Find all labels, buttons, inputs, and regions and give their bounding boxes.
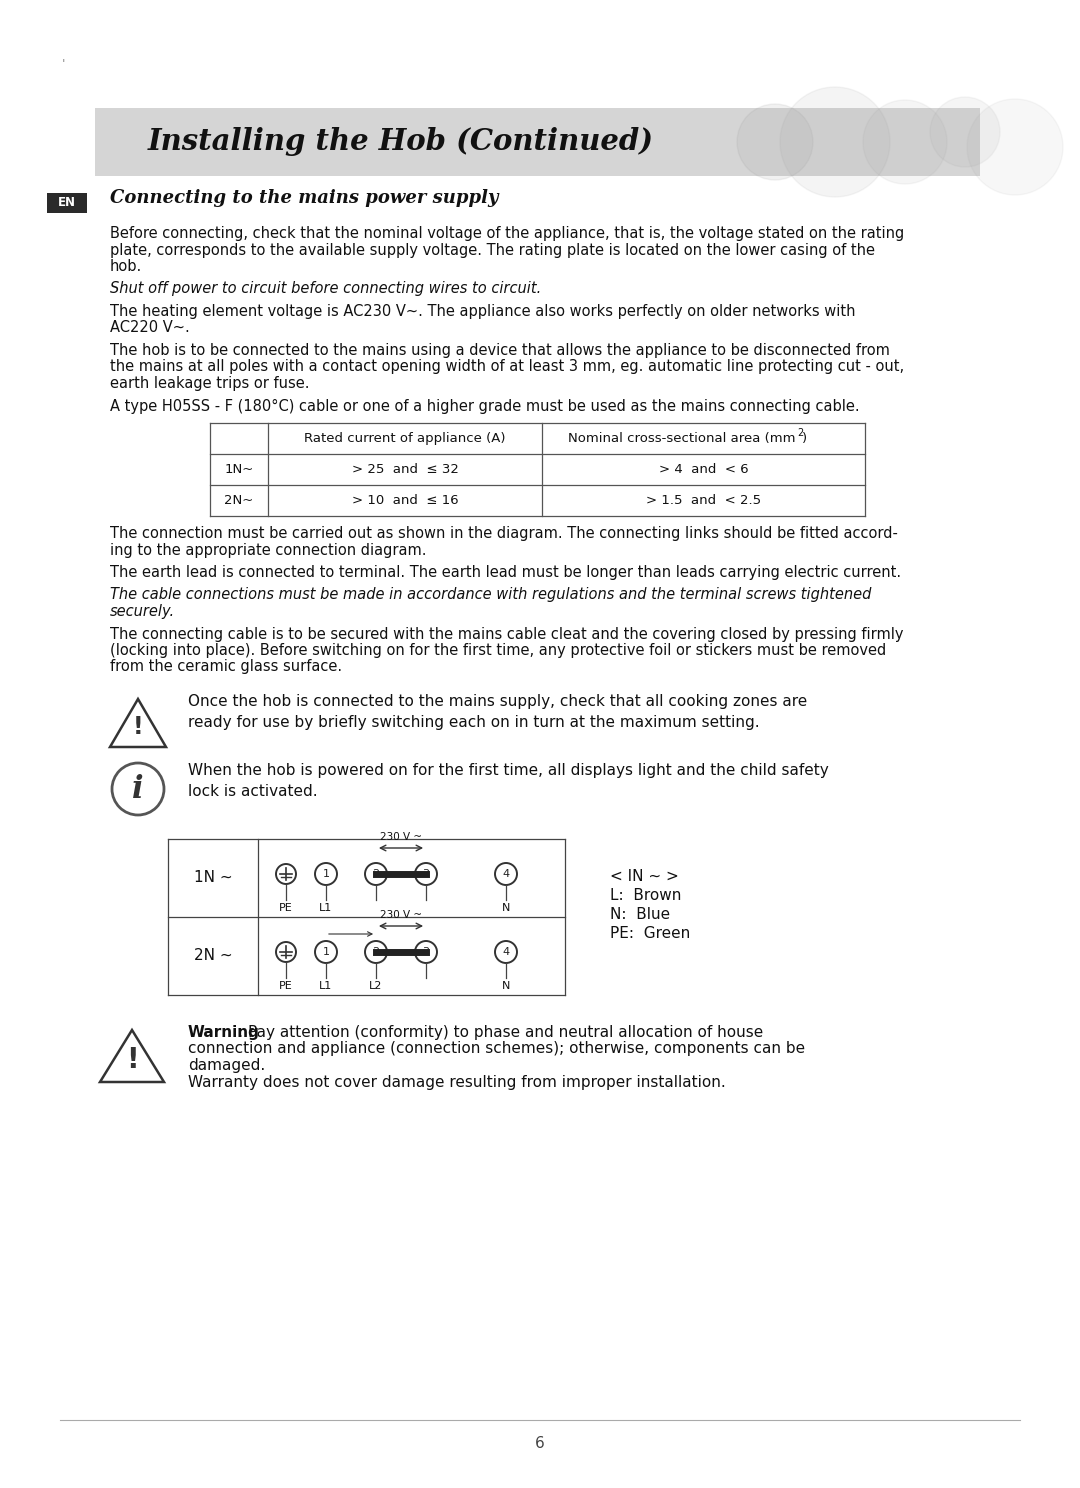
Text: 2N ~: 2N ~ xyxy=(193,948,232,964)
Text: > 4  and  < 6: > 4 and < 6 xyxy=(659,463,748,476)
Text: !: ! xyxy=(125,1046,138,1074)
Circle shape xyxy=(737,104,813,180)
Text: (locking into place). Before switching on for the first time, any protective foi: (locking into place). Before switching o… xyxy=(110,643,887,658)
FancyBboxPatch shape xyxy=(95,109,980,176)
Text: The heating element voltage is AC230 V~. The appliance also works perfectly on o: The heating element voltage is AC230 V~.… xyxy=(110,304,855,318)
Text: Shut off power to circuit before connecting wires to circuit.: Shut off power to circuit before connect… xyxy=(110,281,541,296)
Text: > 10  and  ≤ 16: > 10 and ≤ 16 xyxy=(352,494,458,507)
FancyBboxPatch shape xyxy=(48,193,87,213)
Text: 230 V ~: 230 V ~ xyxy=(380,911,422,920)
Text: i: i xyxy=(132,774,144,805)
Text: The hob is to be connected to the mains using a device that allows the appliance: The hob is to be connected to the mains … xyxy=(110,344,890,359)
Text: 3: 3 xyxy=(422,869,430,879)
Text: L2: L2 xyxy=(369,981,382,991)
Text: Installing the Hob (Continued): Installing the Hob (Continued) xyxy=(148,128,654,156)
Text: Rated current of appliance (A): Rated current of appliance (A) xyxy=(305,432,505,445)
Text: 4: 4 xyxy=(502,946,510,957)
Text: Nominal cross-sectional area (mm: Nominal cross-sectional area (mm xyxy=(568,432,795,445)
Text: 2: 2 xyxy=(373,869,379,879)
Text: L1: L1 xyxy=(320,981,333,991)
Text: 6: 6 xyxy=(535,1436,545,1451)
Text: earth leakage trips or fuse.: earth leakage trips or fuse. xyxy=(110,376,310,391)
Circle shape xyxy=(863,100,947,185)
Text: from the ceramic glass surface.: from the ceramic glass surface. xyxy=(110,659,342,674)
Text: 2N~: 2N~ xyxy=(225,494,254,507)
Text: 2: 2 xyxy=(373,946,379,957)
Text: securely.: securely. xyxy=(110,604,175,619)
Text: The connecting cable is to be secured with the mains cable cleat and the coverin: The connecting cable is to be secured wi… xyxy=(110,626,904,641)
Text: N: N xyxy=(502,981,510,991)
Text: PE: PE xyxy=(279,981,293,991)
Text: ': ' xyxy=(62,58,66,71)
Text: 4: 4 xyxy=(502,869,510,879)
Text: hob.: hob. xyxy=(110,259,143,274)
Text: Before connecting, check that the nominal voltage of the appliance, that is, the: Before connecting, check that the nomina… xyxy=(110,226,904,241)
Text: EN: EN xyxy=(58,196,76,210)
Text: ing to the appropriate connection diagram.: ing to the appropriate connection diagra… xyxy=(110,543,427,558)
Text: > 1.5  and  < 2.5: > 1.5 and < 2.5 xyxy=(646,494,761,507)
Text: L1: L1 xyxy=(320,903,333,914)
Circle shape xyxy=(780,86,890,196)
Text: : Pay attention (conformity) to phase and neutral allocation of house: : Pay attention (conformity) to phase an… xyxy=(239,1025,764,1040)
Text: Once the hob is connected to the mains supply, check that all cooking zones are
: Once the hob is connected to the mains s… xyxy=(188,693,807,731)
Text: < IN ~ >: < IN ~ > xyxy=(610,869,678,884)
Text: 2: 2 xyxy=(797,427,804,437)
Text: PE:  Green: PE: Green xyxy=(610,926,690,940)
Text: 3: 3 xyxy=(422,946,430,957)
Text: plate, corresponds to the available supply voltage. The rating plate is located : plate, corresponds to the available supp… xyxy=(110,243,875,257)
Text: When the hob is powered on for the first time, all displays light and the child : When the hob is powered on for the first… xyxy=(188,763,828,799)
Text: A type H05SS - F (180°C) cable or one of a higher grade must be used as the main: A type H05SS - F (180°C) cable or one of… xyxy=(110,399,860,414)
Text: Connecting to the mains power supply: Connecting to the mains power supply xyxy=(110,189,499,207)
Text: Warning: Warning xyxy=(188,1025,260,1040)
Text: The cable connections must be made in accordance with regulations and the termin: The cable connections must be made in ac… xyxy=(110,588,872,603)
Circle shape xyxy=(967,100,1063,195)
Text: the mains at all poles with a contact opening width of at least 3 mm, eg. automa: the mains at all poles with a contact op… xyxy=(110,360,904,375)
Text: AC220 V~.: AC220 V~. xyxy=(110,320,190,335)
Text: L:  Brown: L: Brown xyxy=(610,888,681,903)
Text: N: N xyxy=(502,903,510,914)
Text: PE: PE xyxy=(279,903,293,914)
Text: 1: 1 xyxy=(323,869,329,879)
Text: 230 V ~: 230 V ~ xyxy=(380,832,422,842)
Text: damaged.: damaged. xyxy=(188,1058,266,1073)
Text: The connection must be carried out as shown in the diagram. The connecting links: The connection must be carried out as sh… xyxy=(110,525,897,542)
Text: 1N ~: 1N ~ xyxy=(193,870,232,885)
Text: > 25  and  ≤ 32: > 25 and ≤ 32 xyxy=(352,463,458,476)
Text: N:  Blue: N: Blue xyxy=(610,908,670,923)
Text: !: ! xyxy=(133,714,144,740)
Text: 1: 1 xyxy=(323,946,329,957)
Text: Warranty does not cover damage resulting from improper installation.: Warranty does not cover damage resulting… xyxy=(188,1074,726,1089)
Text: 1N~: 1N~ xyxy=(225,463,254,476)
Text: The earth lead is connected to terminal. The earth lead must be longer than lead: The earth lead is connected to terminal.… xyxy=(110,565,901,580)
Text: connection and appliance (connection schemes); otherwise, components can be: connection and appliance (connection sch… xyxy=(188,1042,805,1056)
Circle shape xyxy=(930,97,1000,167)
Text: ): ) xyxy=(801,432,807,445)
